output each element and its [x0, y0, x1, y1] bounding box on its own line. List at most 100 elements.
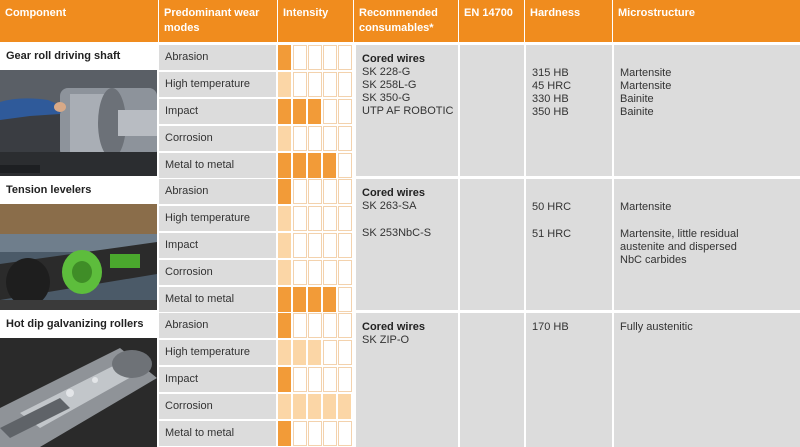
intensity-segment — [308, 313, 322, 338]
intensity-segment — [338, 72, 352, 97]
hardness-value: 51 HRC — [532, 228, 572, 240]
intensity-segment — [278, 313, 292, 338]
intensity-segment — [323, 233, 337, 258]
microstructure-value: Martensite — [620, 201, 672, 213]
intensity-segment — [338, 394, 352, 419]
consumable-item: UTP AF ROBOTIC — [362, 105, 454, 117]
hardness-value: 330 HB — [532, 93, 569, 105]
intensity-bar — [278, 233, 354, 258]
intensity-segment — [338, 260, 352, 285]
intensity-segment — [338, 45, 352, 70]
intensity-segment — [323, 206, 337, 231]
intensity-segment — [323, 394, 337, 419]
component-name: Gear roll driving shaft — [0, 45, 157, 69]
intensity-segment — [293, 340, 307, 365]
intensity-segment — [293, 45, 307, 70]
consumables-title: Cored wires — [362, 321, 425, 333]
wear-mode-label: Corrosion — [159, 126, 276, 151]
hardness-cell: 170 HB — [526, 313, 612, 447]
intensity-segment — [323, 340, 337, 365]
wear-mode-label: Metal to metal — [159, 287, 276, 312]
consumable-item: SK 228-G — [362, 66, 411, 78]
intensity-segment — [278, 421, 292, 446]
intensity-segment — [293, 206, 307, 231]
intensity-bar — [278, 179, 354, 204]
intensity-segment — [293, 126, 307, 151]
intensity-segment — [293, 179, 307, 204]
intensity-bar — [278, 260, 354, 285]
header-intensity: Intensity — [278, 0, 354, 42]
intensity-segment — [323, 421, 337, 446]
intensity-segment — [308, 287, 322, 312]
intensity-segment — [338, 179, 352, 204]
consumables-title: Cored wires — [362, 187, 425, 199]
hardness-value: 315 HB — [532, 67, 569, 79]
consumable-item: SK 258L-G — [362, 79, 417, 91]
intensity-segment — [293, 287, 307, 312]
intensity-segment — [293, 260, 307, 285]
intensity-bar — [278, 394, 354, 419]
intensity-bar — [278, 45, 354, 70]
table-header: Component Predominant wear modes Intensi… — [0, 0, 800, 42]
wear-mode-label: High temperature — [159, 340, 276, 365]
intensity-bar — [278, 367, 354, 392]
hardness-value: 45 HRC — [532, 80, 572, 92]
intensity-segment — [278, 126, 292, 151]
intensity-segment — [308, 394, 322, 419]
wear-mode-label: Corrosion — [159, 394, 276, 419]
en14700-cell — [460, 313, 524, 447]
intensity-segment — [293, 367, 307, 392]
intensity-bar — [278, 126, 354, 151]
intensity-bar — [278, 72, 354, 97]
intensity-segment — [338, 287, 352, 312]
intensity-segment — [308, 233, 322, 258]
wear-mode-label: Abrasion — [159, 179, 276, 204]
intensity-segment — [323, 45, 337, 70]
microstructure-cell: Martensite Martensite, little residual a… — [614, 179, 800, 310]
intensity-segment — [278, 72, 292, 97]
intensity-segment — [308, 99, 322, 124]
hardness-value: 350 HB — [532, 106, 569, 118]
intensity-segment — [323, 367, 337, 392]
consumables-cell: Cored wires SK 263-SA SK 253NbC-S — [356, 179, 458, 310]
microstructure-value: Fully austenitic — [620, 321, 693, 333]
intensity-segment — [308, 179, 322, 204]
hardness-cell: 50 HRC 51 HRC — [526, 179, 612, 310]
en14700-cell — [460, 45, 524, 176]
microstructure-cell: Martensite Martensite Bainite Bainite — [614, 45, 800, 176]
microstructure-value: Bainite — [620, 106, 654, 118]
intensity-segment — [338, 233, 352, 258]
consumables-title: Cored wires — [362, 53, 425, 65]
intensity-segment — [293, 313, 307, 338]
header-component: Component — [0, 0, 159, 42]
wear-mode-label: Impact — [159, 99, 276, 124]
intensity-segment — [293, 72, 307, 97]
wear-mode-label: Metal to metal — [159, 421, 276, 446]
intensity-segment — [338, 126, 352, 151]
intensity-segment — [338, 153, 352, 178]
intensity-segment — [278, 287, 292, 312]
intensity-segment — [278, 206, 292, 231]
intensity-segment — [338, 206, 352, 231]
intensity-segment — [278, 367, 292, 392]
intensity-segment — [278, 45, 292, 70]
intensity-segment — [278, 99, 292, 124]
wear-mode-label: High temperature — [159, 72, 276, 97]
intensity-segment — [323, 287, 337, 312]
intensity-segment — [293, 99, 307, 124]
intensity-segment — [338, 367, 352, 392]
wear-mode-label: Abrasion — [159, 45, 276, 70]
intensity-bar — [278, 153, 354, 178]
intensity-segment — [308, 367, 322, 392]
intensity-segment — [278, 179, 292, 204]
intensity-segment — [338, 313, 352, 338]
component-name: Hot dip galvanizing rollers — [0, 313, 157, 337]
microstructure-value: Martensite, little residual — [620, 228, 739, 240]
intensity-bar — [278, 99, 354, 124]
microstructure-value: Martensite — [620, 80, 672, 92]
intensity-segment — [323, 260, 337, 285]
intensity-segment — [338, 421, 352, 446]
intensity-segment — [278, 340, 292, 365]
header-hardness: Hardness — [525, 0, 613, 42]
intensity-segment — [308, 206, 322, 231]
